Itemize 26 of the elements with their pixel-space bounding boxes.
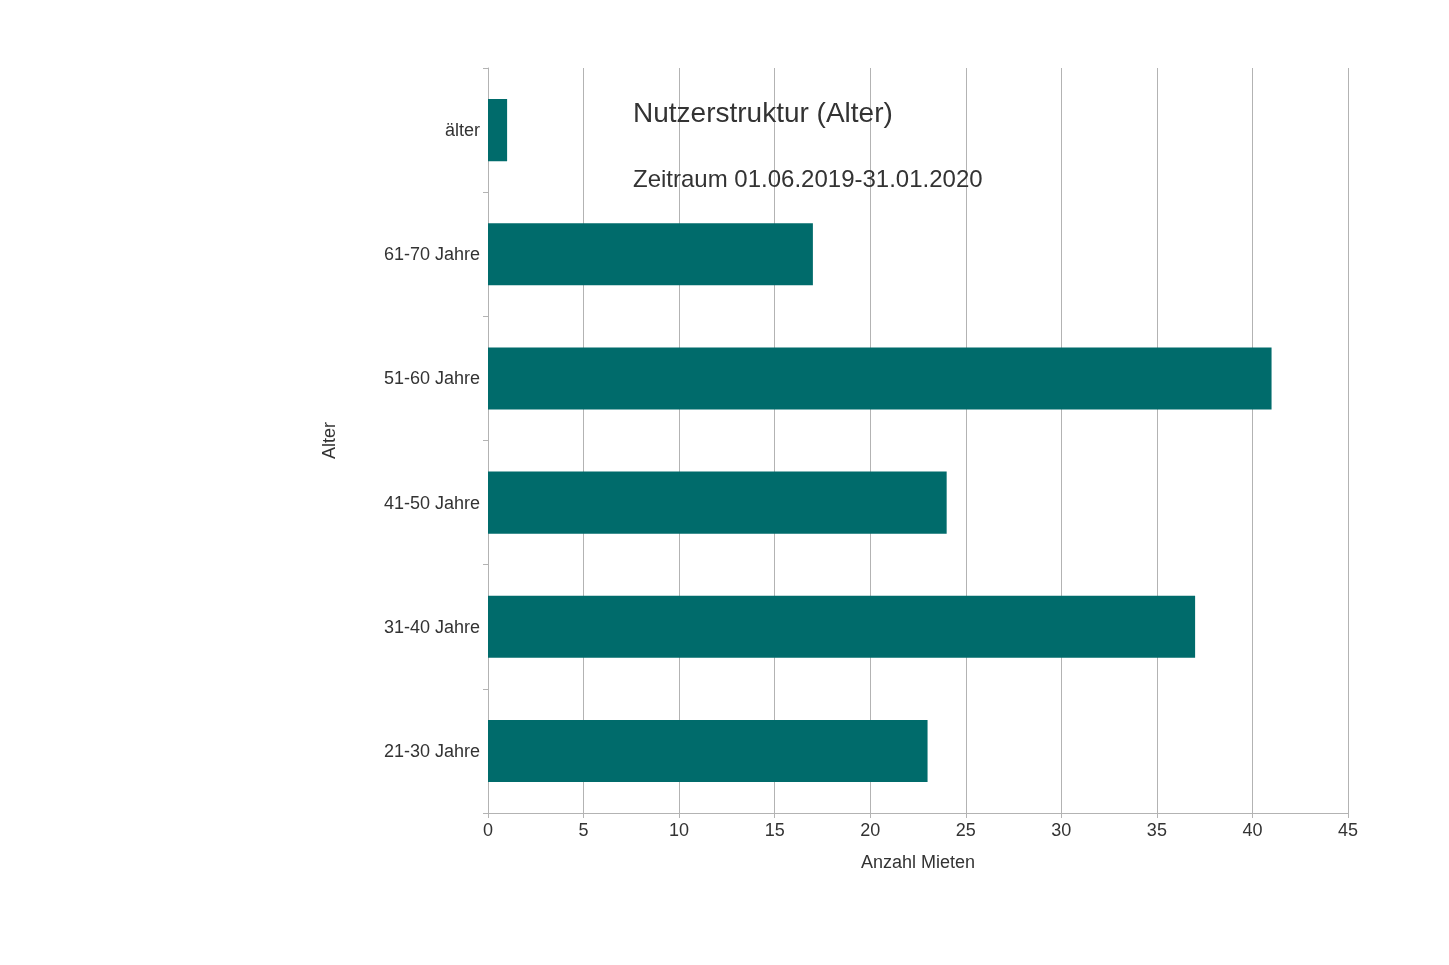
bar [488, 471, 947, 534]
y-tick-label: 51-60 Jahre [383, 368, 480, 389]
x-tick-label: 10 [669, 820, 690, 840]
y-tick-label: 61-70 Jahre [383, 244, 480, 265]
y-tick-label: 41-50 Jahre [383, 492, 480, 513]
y-axis-title: Alter [319, 421, 339, 460]
bar [488, 99, 508, 162]
bar [488, 223, 813, 286]
bar [488, 347, 1272, 410]
x-tick-label: 5 [578, 820, 589, 840]
y-tick-label: älter [444, 120, 481, 141]
bar [488, 719, 928, 782]
text: Nutzerstruktur (Alter) [633, 96, 893, 128]
x-tick-label: 20 [860, 820, 881, 840]
bar [488, 595, 1196, 658]
x-tick-label: 25 [955, 820, 976, 840]
x-tick-label: 45 [1337, 820, 1359, 840]
y-tick-label: 21-30 Jahre [383, 740, 480, 761]
x-tick-label: 15 [764, 820, 785, 840]
y-tick-label: 31-40 Jahre [383, 616, 480, 637]
x-tick-label: 30 [1051, 820, 1072, 840]
x-tick-label: 0 [482, 820, 494, 840]
x-tick-label: 40 [1242, 820, 1263, 840]
x-axis-title: Anzahl Mieten [860, 852, 976, 872]
x-tick-label: 35 [1146, 820, 1167, 840]
text: Zeitraum 01.06.2019-31.01.2020 [633, 164, 983, 192]
